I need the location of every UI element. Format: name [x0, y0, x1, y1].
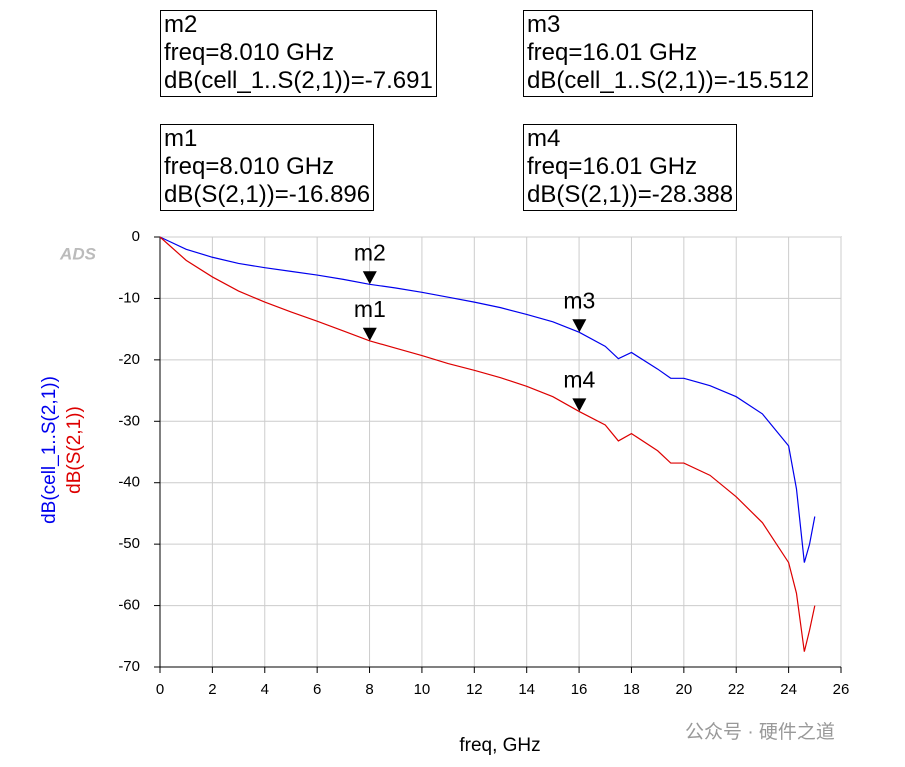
marker-line: dB(cell_1..S(2,1))=-7.691 — [164, 67, 433, 94]
x-tick-label: 0 — [156, 681, 164, 698]
x-tick-label: 24 — [780, 681, 797, 698]
marker-readout: m1 freq=8.010 GHz dB(S(2,1))=-16.896 — [160, 124, 375, 211]
x-tick-label: 18 — [623, 681, 640, 698]
marker-name: m3 — [527, 11, 561, 38]
marker-triangle — [362, 327, 377, 341]
marker-line: freq=16.01 GHz — [527, 39, 698, 66]
x-tick-label: 16 — [571, 681, 588, 698]
x-tick-label: 6 — [313, 681, 321, 698]
x-tick-label: 2 — [208, 681, 216, 698]
x-tick-label: 20 — [676, 681, 693, 698]
y-tick-label: -60 — [118, 597, 140, 614]
x-tick-label: 8 — [365, 681, 373, 698]
y-tick-label: -50 — [118, 535, 140, 552]
marker-triangle — [572, 398, 587, 412]
x-axis-title: freq, GHz — [459, 735, 540, 756]
marker-label: m4 — [563, 366, 595, 392]
y-tick-label: -40 — [118, 474, 140, 491]
marker-triangle — [362, 271, 377, 285]
marker-name: m2 — [164, 11, 198, 38]
marker-label: m2 — [354, 239, 386, 265]
x-tick-label: 4 — [261, 681, 269, 698]
marker-line: dB(S(2,1))=-28.388 — [527, 181, 734, 208]
marker-line: dB(cell_1..S(2,1))=-15.512 — [527, 67, 810, 94]
marker-label: m1 — [354, 296, 386, 322]
y-axis-title: dB(S(2,1)) — [64, 406, 85, 494]
x-tick-label: 10 — [414, 681, 431, 698]
series-line — [159, 236, 816, 563]
y-tick-label: 0 — [132, 228, 140, 245]
marker-line: freq=16.01 GHz — [527, 153, 698, 180]
marker-name: m1 — [164, 125, 198, 152]
marker-name: m4 — [527, 125, 561, 152]
marker-triangle — [572, 319, 587, 333]
y-tick-label: -30 — [118, 412, 140, 429]
marker-line: freq=8.010 GHz — [164, 39, 335, 66]
marker-line: freq=8.010 GHz — [164, 153, 335, 180]
x-tick-label: 26 — [833, 681, 850, 698]
y-tick-label: -70 — [118, 658, 140, 675]
marker-readout: m4 freq=16.01 GHz dB(S(2,1))=-28.388 — [523, 124, 738, 211]
logo: ADS — [59, 244, 97, 263]
marker-readout: m3 freq=16.01 GHz dB(cell_1..S(2,1))=-15.5… — [523, 10, 814, 97]
marker-line: dB(S(2,1))=-16.896 — [164, 181, 371, 208]
y-tick-label: -20 — [118, 351, 140, 368]
x-tick-label: 12 — [466, 681, 483, 698]
marker-label: m3 — [563, 287, 595, 313]
x-tick-label: 14 — [518, 681, 535, 698]
y-tick-label: -10 — [118, 289, 140, 306]
watermark: 公众号 · 硬件之道 — [685, 721, 835, 743]
y-axis-title: dB(cell_1..S(2,1)) — [39, 376, 60, 524]
marker-readout: m2 freq=8.010 GHz dB(cell_1..S(2,1))=-7.69… — [160, 10, 437, 97]
x-tick-label: 22 — [728, 681, 745, 698]
series-line — [159, 236, 816, 652]
